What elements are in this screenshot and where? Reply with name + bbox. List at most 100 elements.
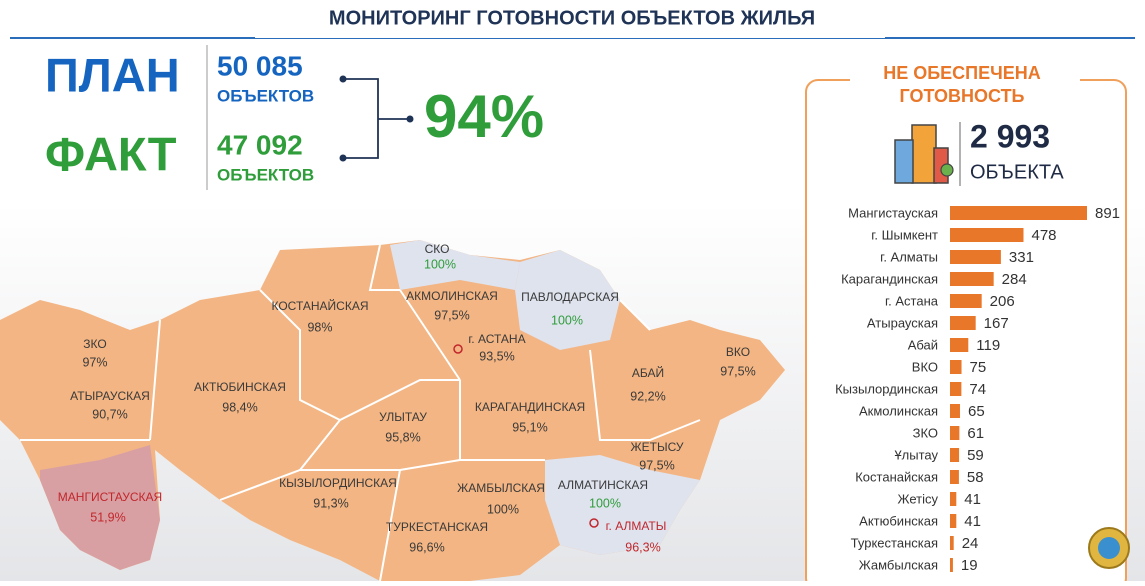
region-value: 91,3% <box>313 496 348 510</box>
value-label: 65 <box>968 403 985 420</box>
bar <box>950 470 959 484</box>
region-name: ЖАМБЫЛСКАЯ <box>457 481 545 495</box>
bar <box>950 382 962 396</box>
region-value: 93,5% <box>479 349 514 363</box>
dot <box>406 115 414 123</box>
region-name: КОСТАНАЙСКАЯ <box>271 298 368 313</box>
value-label: 61 <box>967 425 984 442</box>
building-icon <box>894 124 954 184</box>
region-name: ПАВЛОДАРСКАЯ <box>521 290 619 304</box>
value-label: 24 <box>962 535 979 552</box>
region-name: МАНГИСТАУСКАЯ <box>58 490 162 504</box>
region-value: 97% <box>82 355 107 369</box>
category-label: г. Алматы <box>880 249 938 264</box>
region-value: 96,3% <box>625 540 660 554</box>
value-label: 41 <box>964 513 981 530</box>
region-value: 98% <box>307 320 332 334</box>
region-name: УЛЫТАУ <box>379 410 427 424</box>
bar <box>950 536 954 550</box>
bar <box>950 206 1087 220</box>
bar <box>950 250 1001 264</box>
bar <box>950 294 982 308</box>
fact-label: ФАКТ <box>45 127 177 180</box>
bar <box>950 228 1024 242</box>
page-title: МОНИТОРИНГ ГОТОВНОСТИ ОБЪЕКТОВ ЖИЛЬЯ <box>329 7 815 29</box>
bar <box>950 360 962 374</box>
category-label: ВКО <box>912 359 938 374</box>
value-label: 167 <box>984 315 1009 332</box>
map-labels: СКО 100% КОСТАНАЙСКАЯ 98% АКМОЛИНСКАЯ 97… <box>58 242 756 554</box>
title-backdrop <box>255 2 885 38</box>
region-value: 97,5% <box>639 458 674 472</box>
value-label: 206 <box>990 293 1015 310</box>
map <box>0 240 785 582</box>
region-value: 100% <box>424 257 456 271</box>
value-label: 119 <box>976 337 1000 354</box>
value-label: 58 <box>967 469 984 486</box>
dot <box>339 75 347 83</box>
region-value: 98,4% <box>222 400 257 414</box>
value-label: 19 <box>961 557 978 574</box>
bar <box>950 338 969 352</box>
category-label: г. Шымкент <box>871 227 938 242</box>
category-label: Атырауская <box>867 315 938 330</box>
region-value: 97,5% <box>434 308 469 322</box>
region-name: г. АСТАНА <box>468 332 525 346</box>
panel-title: ГОТОВНОСТЬ <box>900 86 1025 106</box>
value-label: 74 <box>969 381 986 398</box>
percent: 94% <box>424 83 544 150</box>
value-label: 284 <box>1002 271 1027 288</box>
region-name: ВКО <box>726 345 750 359</box>
region-name: АТЫРАУСКАЯ <box>70 389 150 403</box>
region-name: КАРАГАНДИНСКАЯ <box>475 400 585 414</box>
fact-value: 47 092 <box>217 129 303 160</box>
region-name: АЛМАТИНСКАЯ <box>558 478 648 492</box>
region-name: ТУРКЕСТАНСКАЯ <box>386 520 488 534</box>
region-name: АКТЮБИНСКАЯ <box>194 380 286 394</box>
region-value: 51,9% <box>90 510 125 524</box>
region-value: 95,8% <box>385 430 420 444</box>
category-label: Карагандинская <box>841 271 938 286</box>
region-name: ЗКО <box>83 337 106 351</box>
bar <box>950 316 976 330</box>
category-label: Абай <box>908 337 938 352</box>
category-label: Кызылординская <box>835 381 938 396</box>
bar <box>950 272 994 286</box>
category-label: Жетісу <box>898 491 939 506</box>
category-label: Мангистауская <box>848 205 938 220</box>
dot <box>339 154 347 162</box>
panel-unit: ОБЪЕКТА <box>970 161 1064 183</box>
region-name: СКО <box>425 242 450 256</box>
region-value: 100% <box>551 313 583 327</box>
region-value: 97,5% <box>720 364 755 378</box>
connector <box>343 78 408 159</box>
category-label: Жамбылская <box>859 557 938 572</box>
category-label: Акмолинская <box>859 403 938 418</box>
region-name: АБАЙ <box>632 365 664 380</box>
region-name: ЖЕТЫСУ <box>631 440 684 454</box>
category-label: Костанайская <box>855 469 938 484</box>
bar <box>950 404 960 418</box>
value-label: 478 <box>1031 227 1056 244</box>
bar <box>950 426 960 440</box>
value-label: 75 <box>970 359 987 376</box>
panel-title: НЕ ОБЕСПЕЧЕНА <box>883 63 1041 83</box>
bar <box>950 448 960 462</box>
region-value: 90,7% <box>92 407 127 421</box>
value-label: 41 <box>964 491 981 508</box>
category-label: Туркестанская <box>851 535 938 550</box>
bar <box>950 558 953 572</box>
emblem <box>1088 527 1130 569</box>
region-value: 96,6% <box>409 540 444 554</box>
region-name: АКМОЛИНСКАЯ <box>406 289 498 303</box>
value-label: 59 <box>967 447 984 464</box>
fact-unit: ОБЪЕКТОВ <box>217 165 314 184</box>
bar <box>950 492 957 506</box>
plan-value: 50 085 <box>217 50 303 81</box>
region-value: 100% <box>589 496 621 510</box>
value-label: 891 <box>1095 205 1120 222</box>
bar-chart: Мангистауская 891 г. Шымкент 478 г. Алматы 33… <box>835 205 1120 574</box>
region-value: 95,1% <box>512 420 547 434</box>
category-label: ЗКО <box>913 425 938 440</box>
